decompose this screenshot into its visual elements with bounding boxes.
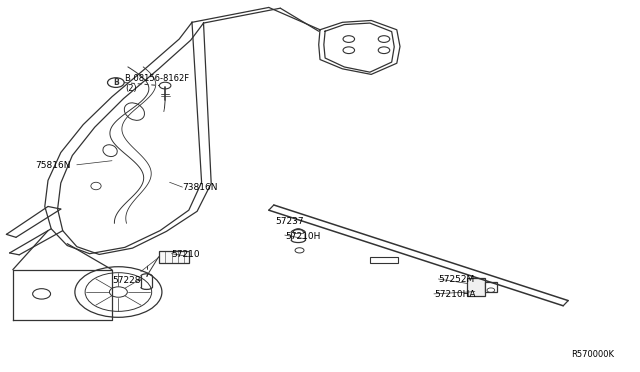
Text: 57210: 57210 xyxy=(172,250,200,259)
Bar xyxy=(159,251,189,263)
Text: 75816N: 75816N xyxy=(35,161,70,170)
Text: 57210H: 57210H xyxy=(285,232,320,241)
Bar xyxy=(485,282,497,292)
Text: 57228: 57228 xyxy=(112,276,141,285)
Text: B 08156-8162F
(2): B 08156-8162F (2) xyxy=(125,74,189,93)
Text: 57237: 57237 xyxy=(275,217,304,226)
Bar xyxy=(370,257,398,263)
Text: R570000K: R570000K xyxy=(572,350,614,359)
Text: 73816N: 73816N xyxy=(182,183,218,192)
Bar xyxy=(467,278,485,296)
Text: 57210HA: 57210HA xyxy=(434,290,476,299)
Text: 57252M: 57252M xyxy=(438,275,475,284)
Text: B: B xyxy=(113,78,118,87)
